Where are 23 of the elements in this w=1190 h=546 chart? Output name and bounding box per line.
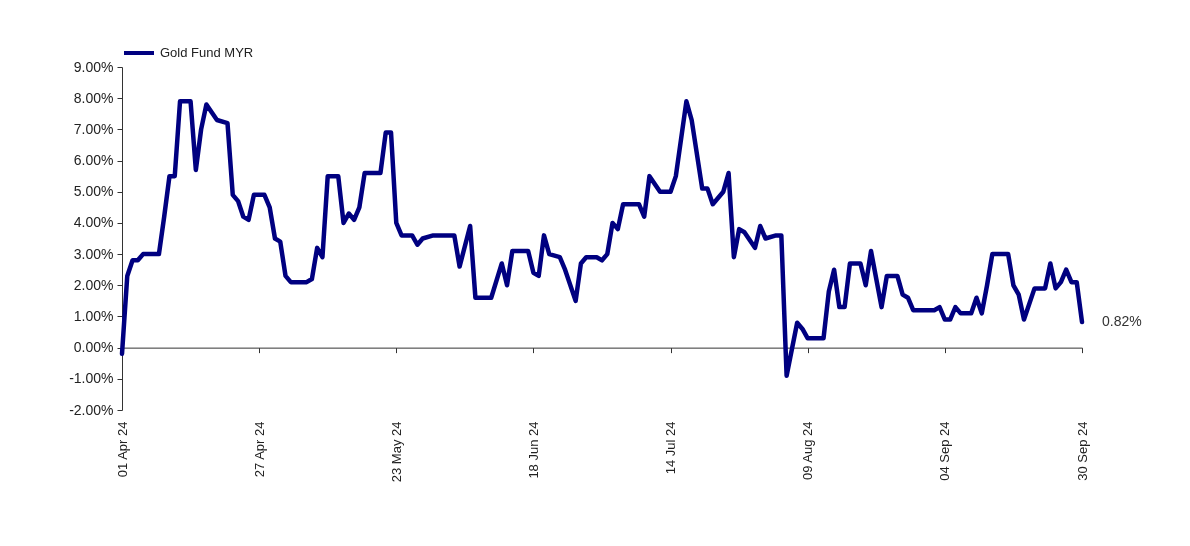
text: 0.82% <box>1102 313 1142 330</box>
x-tick-label: 14 Jul 24 <box>663 421 679 475</box>
y-tick-label: 4.00% <box>73 214 114 231</box>
x-tick-label: 01 Apr 24 <box>114 421 130 478</box>
x-tick-label: 09 Aug 24 <box>800 421 816 481</box>
x-tick-label: 27 Apr 24 <box>251 421 267 478</box>
y-tick-label: 5.00% <box>73 183 114 200</box>
y-tick-label: 1.00% <box>73 307 114 324</box>
y-tick-label: 8.00% <box>73 89 114 106</box>
y-tick-label: -1.00% <box>69 370 114 387</box>
y-tick-label: 0.00% <box>73 339 114 356</box>
y-tick-label: 6.00% <box>73 152 114 169</box>
x-tick-label: 04 Sep 24 <box>937 421 953 481</box>
y-tick-label: 3.00% <box>73 245 114 262</box>
y-tick-label: -2.00% <box>69 401 114 418</box>
x-tick-label: 30 Sep 24 <box>1074 421 1090 481</box>
legend-label: Gold Fund MYR <box>160 45 254 60</box>
x-tick-label: 23 May 24 <box>388 421 404 483</box>
x-tick-label: 18 Jun 24 <box>525 421 541 479</box>
y-tick-label: 9.00% <box>73 58 114 75</box>
line-series <box>119 99 1085 378</box>
y-tick-label: 2.00% <box>73 276 114 293</box>
y-tick-label: 7.00% <box>73 120 114 137</box>
